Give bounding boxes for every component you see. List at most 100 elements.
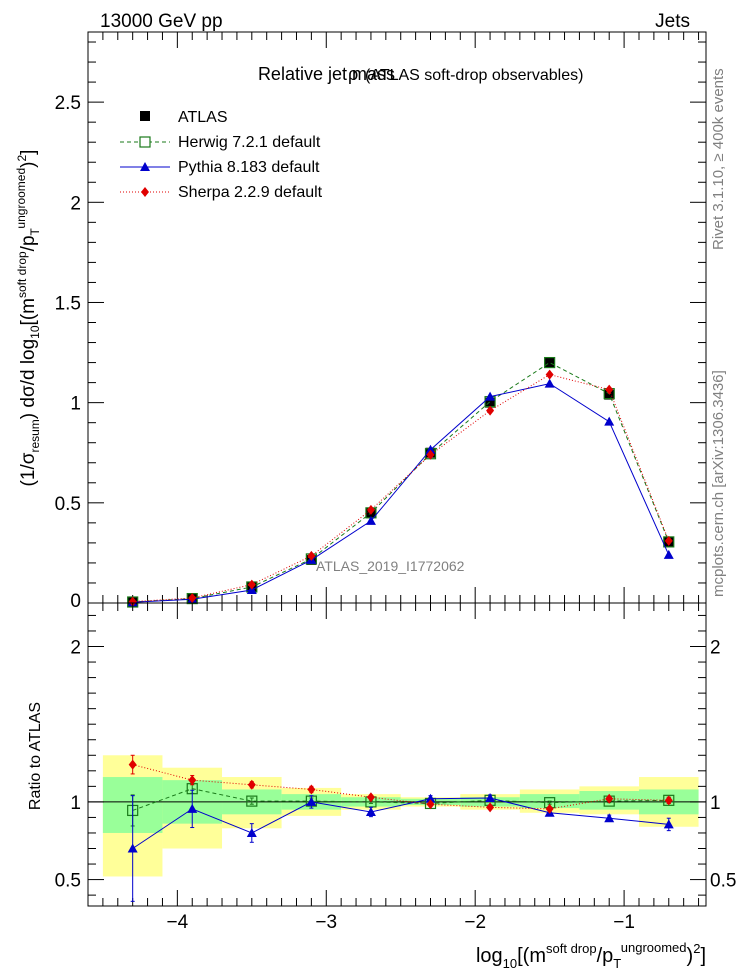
ratio-point-pythia: [306, 796, 317, 806]
ylabel-part-l: ]: [18, 150, 39, 155]
ratio-series-layer: [127, 754, 675, 902]
ratio-point-pythia: [485, 793, 496, 803]
xlabel-part-g: ungroomed: [621, 940, 687, 955]
data-point-sherpa: [366, 504, 375, 515]
chart-subtitle: (ATLAS soft-drop observables): [365, 67, 583, 84]
ratio-axis-ticks: 0.5 0.5 1 1 2 2 −4 −3 −2 −1: [55, 603, 736, 933]
main-ylabel: (1/σresum) dσ/d log10[(msoft drop/pTungr…: [14, 150, 42, 487]
ylabel-part-g: /p: [18, 235, 39, 251]
ratio-xtick-label: −3: [315, 912, 337, 933]
legend-marker-pythia: [140, 162, 150, 171]
data-point-pythia: [425, 444, 436, 454]
chart-title-symbol: ρ: [348, 64, 358, 84]
ratio-panel: 0.5 0.5 1 1 2 2 −4 −3 −2 −1 Ratio to ATLAS log10[…: [27, 602, 736, 971]
ratio-point-sherpa: [605, 793, 614, 804]
xlabel-part-e: /p: [597, 945, 614, 967]
ratio-point-sherpa: [426, 799, 435, 810]
ratio-ylabel: Ratio to ATLAS: [27, 702, 44, 810]
ratio-point-pythia: [604, 813, 615, 823]
series-line-pythia: [132, 383, 670, 603]
ratio-frame: [87, 602, 707, 907]
ylabel-part-j: ): [18, 162, 39, 168]
ratio-series-sherpa: [128, 754, 673, 814]
main-series-layer: [127, 356, 675, 608]
ratio-series-pythia: [127, 789, 674, 902]
data-point-pythia: [365, 515, 376, 525]
data-point-pythia: [485, 391, 496, 401]
ratio-point-sherpa: [307, 784, 316, 795]
legend-marker-atlas: [140, 111, 150, 121]
series-line-herwig: [132, 361, 670, 603]
legend-label-herwig: Herwig 7.2.1 default: [178, 134, 321, 151]
ratio-xtick-label: −1: [613, 912, 635, 933]
main-ytick-label: 2.5: [55, 93, 81, 114]
data-point-sherpa: [486, 405, 495, 416]
main-ytick-label: 2: [70, 193, 81, 214]
main-axis-ticks: 0.5 1 1.5 2 2.5 0: [55, 32, 706, 612]
chart-title: Relative jet mass: [258, 64, 395, 84]
data-point-sherpa: [605, 384, 614, 395]
ratio-line-herwig: [132, 788, 669, 811]
series-sherpa: [128, 369, 673, 607]
ylabel-part-b: resum: [28, 419, 42, 452]
ylabel-part-a: (1/σ: [18, 452, 39, 486]
main-ytick-label: 0.5: [55, 494, 81, 515]
legend-label-pythia: Pythia 8.183 default: [178, 159, 320, 176]
xlabel-part-f: T: [613, 956, 621, 971]
ylabel-part-f: soft drop: [15, 251, 29, 298]
ratio-point-sherpa: [188, 775, 197, 786]
ratio-point-sherpa: [664, 795, 673, 806]
xlabel-part-c: [(m: [517, 945, 546, 967]
xlabel-part-j: ]: [700, 945, 706, 967]
data-point-atlas: [544, 357, 555, 368]
ratio-line-pythia: [132, 797, 669, 849]
analysis-label: ATLAS_2019_I1772062: [316, 558, 465, 574]
xlabel-part-h: ): [687, 945, 694, 967]
data-point-sherpa: [188, 592, 197, 603]
data-point-sherpa: [664, 535, 673, 546]
main-ytick-label: 1.5: [55, 293, 81, 314]
legend-marker-herwig: [139, 136, 151, 148]
ratio-line-sherpa: [132, 764, 669, 810]
ylabel-part-d: 10: [28, 325, 42, 339]
ratio-bands: [88, 755, 706, 877]
xlabel-part-b: 10: [503, 956, 517, 971]
data-point-herwig: [544, 356, 556, 369]
ylabel-part-c: ) dσ/d log: [18, 339, 39, 419]
data-point-pythia: [663, 549, 674, 559]
data-point-pythia: [604, 416, 615, 426]
data-point-sherpa: [307, 550, 316, 561]
ratio-ytick-label-right: 2: [710, 638, 721, 659]
rivet-label: Rivet 3.1.10, ≥ 400k events: [710, 68, 727, 250]
main-ytick-label-zero: 0: [70, 591, 81, 612]
series-line-sherpa: [132, 374, 670, 603]
data-point-sherpa: [128, 596, 137, 607]
ratio-point-sherpa: [247, 779, 256, 790]
ratio-xlabel: log10[(msoft drop/pTungroomed)2]: [476, 940, 706, 971]
ratio-point-pythia: [663, 819, 674, 829]
ratio-ytick-label: 1: [70, 793, 81, 814]
data-point-pythia: [544, 378, 555, 388]
header-left: 13000 GeV pp: [100, 11, 223, 32]
data-point-sherpa: [545, 369, 554, 380]
data-point-atlas: [485, 397, 496, 408]
ylabel-part-k: 2: [15, 155, 29, 162]
ratio-point-sherpa: [486, 802, 495, 813]
xlabel-part-d: soft drop: [546, 941, 597, 956]
ratio-xtick-label: −2: [464, 912, 486, 933]
ratio-point-sherpa: [545, 803, 554, 814]
ratio-ytick-label-right: 1: [710, 793, 721, 814]
main-panel: 0.5 1 1.5 2 2.5 0 Relative jet mass ρ (ATLAS …: [14, 31, 707, 612]
ratio-point-pythia: [425, 793, 436, 803]
header-right: Jets: [655, 11, 690, 32]
ratio-point-sherpa: [128, 759, 137, 770]
ratio-ytick-label-right: 0.5: [710, 871, 736, 892]
ratio-ytick-label: 2: [70, 638, 81, 659]
data-point-sherpa: [426, 449, 435, 460]
ratio-point-pythia: [127, 843, 138, 853]
ratio-xtick-label: −4: [167, 912, 189, 933]
ylabel-part-i: ungroomed: [14, 168, 28, 229]
legend-label-sherpa: Sherpa 2.2.9 default: [178, 184, 323, 201]
ratio-point-pythia: [187, 803, 198, 813]
